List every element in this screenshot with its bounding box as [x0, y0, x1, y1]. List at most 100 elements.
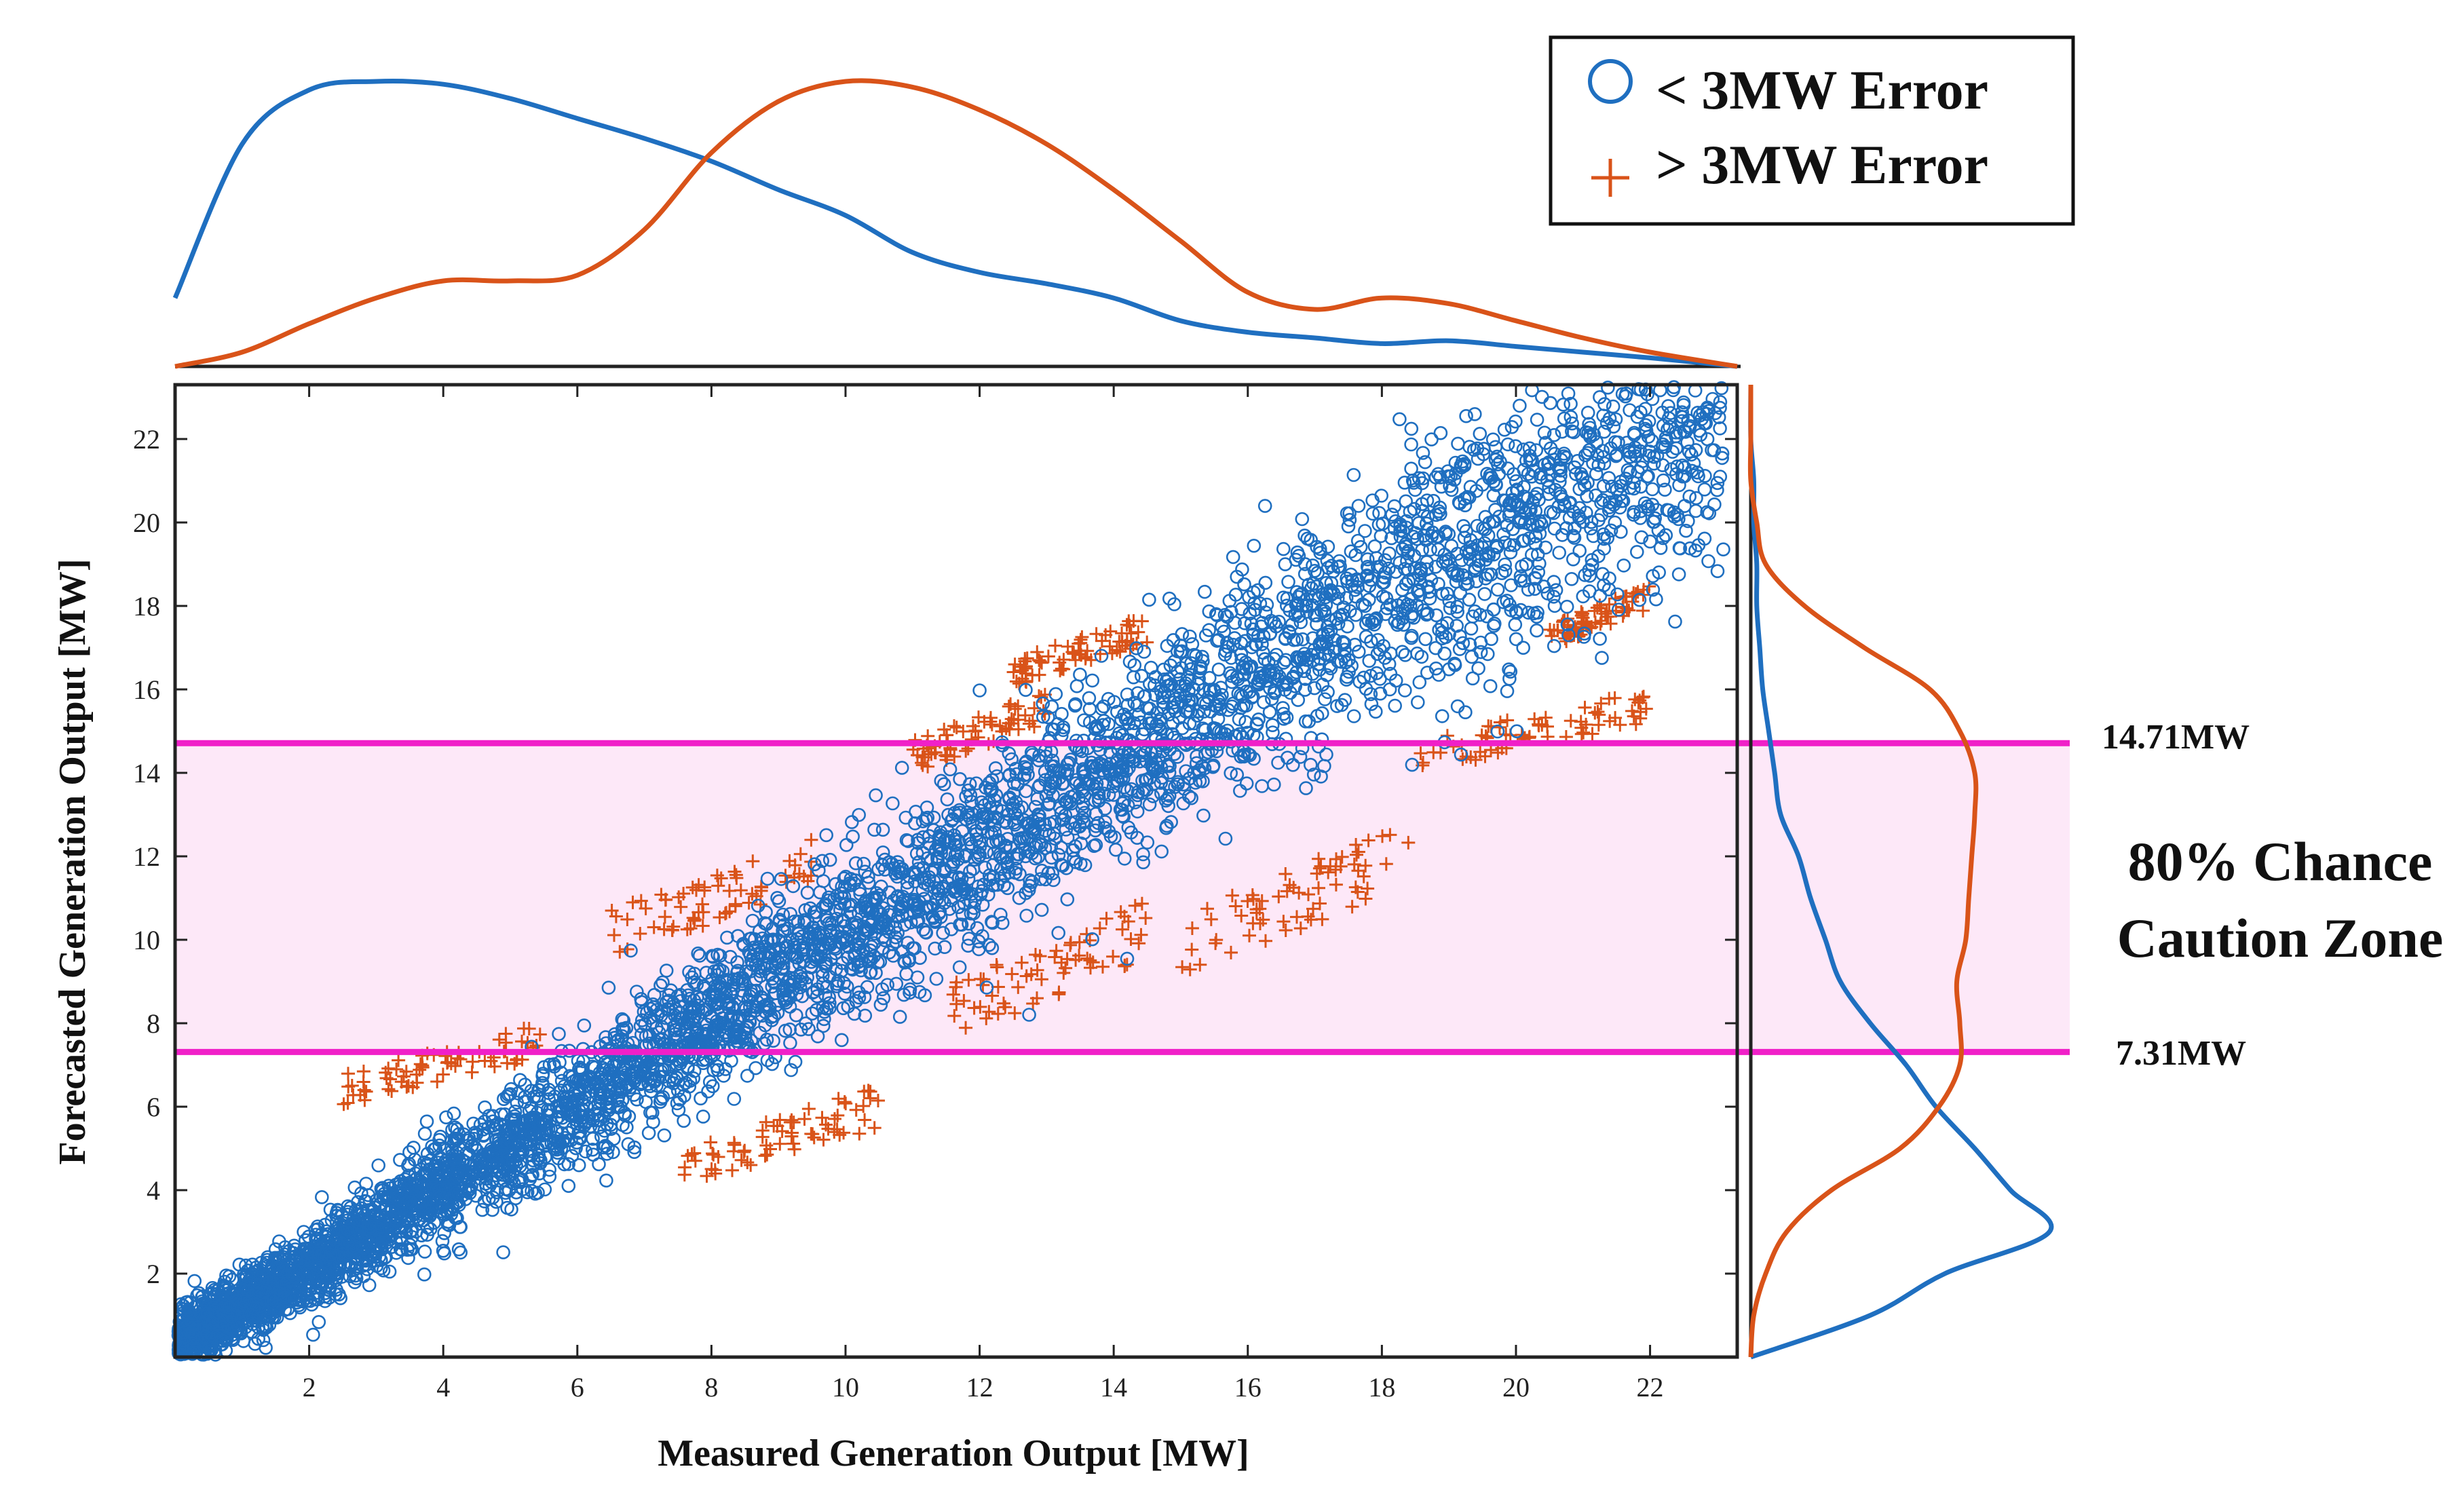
scatter-point-lt3 [1500, 518, 1515, 533]
scatter-point-lt3 [1500, 684, 1515, 698]
scatter-point-lt3 [1418, 632, 1433, 647]
scatter-point-lt3 [1464, 621, 1479, 636]
scatter-point-lt3 [1521, 582, 1536, 597]
scatter-point-lt3 [861, 875, 876, 890]
scatter-point-lt3 [1031, 836, 1046, 851]
scatter-point-lt3 [1479, 552, 1493, 567]
scatter-point-lt3 [1679, 523, 1693, 538]
scatter-point-gt3 [341, 1067, 355, 1081]
scatter-point-lt3 [928, 941, 943, 956]
scatter-point-lt3 [788, 1054, 803, 1069]
scatter-point-gt3 [1032, 653, 1046, 667]
scatter-point-lt3 [510, 1095, 525, 1110]
scatter-point-lt3 [1566, 552, 1580, 567]
scatter-point-lt3 [1582, 584, 1597, 598]
scatter-point-lt3 [1453, 586, 1468, 601]
scatter-point-lt3 [1509, 605, 1523, 619]
scatter-point-lt3 [1082, 691, 1097, 706]
scatter-point-gt3 [1049, 944, 1063, 958]
scatter-point-gt3 [852, 1126, 867, 1141]
scatter-point-gt3 [1637, 689, 1650, 704]
scatter-point-lt3 [1128, 795, 1143, 809]
scatter-point-lt3 [1398, 647, 1413, 662]
scatter-point-lt3 [1170, 750, 1185, 764]
scatter-point-lt3 [359, 1257, 374, 1272]
scatter-point-lt3 [1459, 524, 1473, 539]
scatter-point-lt3 [731, 964, 745, 978]
scatter-point-gt3 [784, 1129, 799, 1143]
scatter-point-lt3 [550, 1145, 565, 1160]
scatter-point-lt3 [835, 1033, 849, 1048]
scatter-point-lt3 [822, 1001, 837, 1015]
scatter-point-gt3 [1608, 592, 1623, 605]
scatter-point-gt3 [797, 1112, 812, 1126]
scatter-point-lt3 [685, 970, 699, 985]
scatter-point-lt3 [1561, 386, 1576, 401]
scatter-point-gt3 [1011, 980, 1025, 994]
scatter-point-gt3 [685, 1147, 699, 1161]
scatter-point-gt3 [1008, 658, 1022, 672]
scatter-point-lt3 [417, 1244, 432, 1259]
scatter-point-lt3 [996, 915, 1010, 930]
scatter-point-lt3 [694, 991, 708, 1006]
scatter-point-gt3 [492, 1033, 506, 1047]
scatter-point-lt3 [1631, 464, 1645, 479]
scatter-point-lt3 [1094, 649, 1109, 663]
scatter-point-lt3 [1591, 458, 1606, 472]
scatter-point-gt3 [1204, 912, 1218, 926]
scatter-point-lt3 [1424, 432, 1439, 446]
scatter-point-gt3 [946, 987, 960, 1002]
scatter-point-gt3 [1361, 881, 1375, 896]
scatter-point-lt3 [1060, 831, 1075, 845]
scatter-point-gt3 [1052, 985, 1066, 999]
scatter-point-gt3 [1278, 867, 1293, 881]
scatter-point-lt3 [497, 1092, 511, 1106]
scatter-point-gt3 [1015, 955, 1029, 970]
scatter-point-lt3 [748, 932, 762, 947]
scatter-point-lt3 [1206, 758, 1221, 773]
scatter-point-lt3 [596, 1086, 611, 1100]
scatter-point-gt3 [1245, 888, 1259, 902]
scatter-point-lt3 [1025, 748, 1040, 762]
scatter-point-lt3 [1380, 601, 1395, 615]
scatter-point-gt3 [1099, 911, 1114, 926]
scatter-point-lt3 [1404, 421, 1419, 436]
scatter-point-gt3 [962, 973, 976, 987]
scatter-point-lt3 [713, 949, 727, 963]
scatter-point-lt3 [937, 863, 952, 878]
scatter-point-lt3 [1030, 792, 1044, 806]
scatter-point-lt3 [362, 1278, 377, 1293]
scatter-point-gt3 [1468, 752, 1483, 767]
scatter-point-lt3 [1320, 668, 1334, 683]
scatter-point-lt3 [748, 1003, 763, 1018]
scatter-point-gt3 [1280, 884, 1294, 898]
scatter-point-lt3 [1230, 767, 1245, 782]
scatter-point-lt3 [1431, 467, 1445, 481]
scatter-point-lt3 [997, 878, 1011, 892]
scatter-point-lt3 [1346, 709, 1361, 723]
scatter-point-gt3 [1602, 597, 1616, 611]
scatter-point-lt3 [781, 988, 795, 1002]
scatter-point-lt3 [1118, 712, 1133, 726]
scatter-point-lt3 [856, 856, 871, 871]
scatter-point-gt3 [719, 906, 734, 920]
scatter-point-gt3 [917, 750, 932, 764]
scatter-point-gt3 [993, 719, 1007, 734]
scatter-point-lt3 [525, 1148, 539, 1162]
scatter-point-gt3 [356, 1075, 371, 1089]
scatter-point-lt3 [1237, 667, 1251, 682]
scatter-point-gt3 [677, 1168, 691, 1182]
scatter-point-lt3 [1154, 844, 1169, 859]
scatter-point-gt3 [698, 880, 712, 894]
scatter-point-lt3 [1352, 645, 1366, 659]
scatter-point-lt3 [1620, 463, 1635, 478]
scatter-point-gt3 [1084, 653, 1098, 667]
scatter-point-lt3 [1222, 594, 1237, 608]
scatter-point-lt3 [1715, 446, 1730, 461]
scatter-point-gt3 [792, 866, 806, 881]
scatter-point-lt3 [1531, 518, 1545, 533]
scatter-point-gt3 [1576, 617, 1590, 631]
scatter-point-gt3 [658, 910, 672, 924]
scatter-point-gt3 [857, 1084, 871, 1099]
scatter-point-lt3 [677, 1016, 692, 1031]
